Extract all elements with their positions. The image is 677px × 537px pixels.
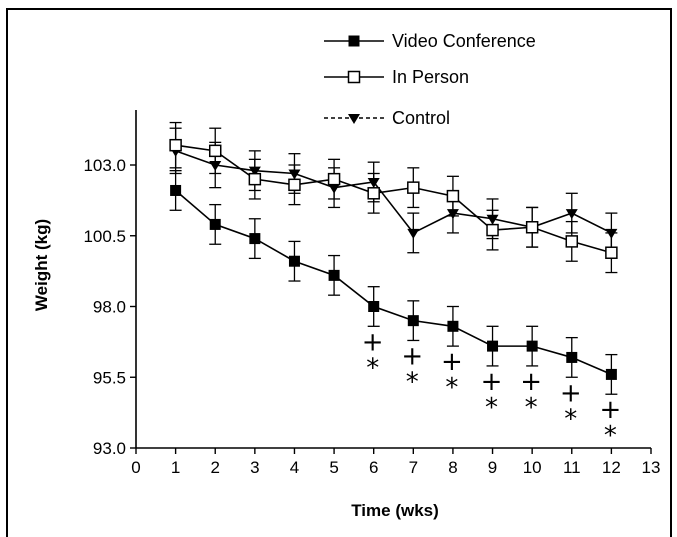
figure-frame <box>6 8 672 537</box>
data-point-open-square <box>208 144 222 158</box>
legend-label: Video Conference <box>392 31 536 51</box>
data-point-filled-square <box>170 184 182 196</box>
x-tick-label: 7 <box>409 458 418 477</box>
data-point-open-square <box>486 223 499 237</box>
y-tick-label: 103.0 <box>83 156 126 175</box>
significance-plus: + <box>599 395 621 425</box>
data-point-triangle <box>565 209 578 220</box>
x-tick-label: 5 <box>329 458 338 477</box>
significance-star: * <box>604 421 617 451</box>
x-tick-label: 1 <box>171 458 180 477</box>
significance-star: * <box>445 373 458 403</box>
significance-plus: + <box>520 367 542 397</box>
significance-markers: +* +*+* +*+* +* +* <box>362 327 621 451</box>
data-point-filled-square <box>209 218 221 230</box>
x-tick-label: 0 <box>131 458 140 477</box>
significance-plus: + <box>481 367 503 397</box>
legend-label: Control <box>392 108 450 128</box>
legend-item-control: Control <box>324 108 450 128</box>
data-point-open-square <box>446 189 460 203</box>
data-point-filled-square <box>348 35 360 47</box>
legend-item-video-conference: Video Conference <box>324 31 536 51</box>
data-point-filled-square <box>288 255 300 267</box>
data-point-filled-square <box>487 340 499 352</box>
data-point-filled-square <box>605 368 617 380</box>
series-video-conference <box>169 170 618 395</box>
data-point-triangle <box>407 228 420 239</box>
data-point-open-square <box>525 221 539 234</box>
x-tick-label: 4 <box>290 458 299 477</box>
x-tick-label: 9 <box>488 458 497 477</box>
significance-star: * <box>564 404 577 434</box>
y-tick-label: 93.0 <box>93 439 126 458</box>
significance-plus: + <box>362 327 384 357</box>
significance-star: * <box>525 393 538 423</box>
data-point-open-square <box>407 181 420 194</box>
series-in-person <box>169 121 618 274</box>
x-tick-label: 3 <box>250 458 259 477</box>
data-point-filled-square <box>328 269 340 281</box>
x-tick-label: 2 <box>210 458 219 477</box>
data-point-open-square <box>605 246 618 259</box>
data-point-open-square <box>169 138 182 152</box>
legend-label: In Person <box>392 67 469 87</box>
series-line <box>175 189 612 376</box>
series-layer <box>169 121 618 395</box>
x-tick-label: 10 <box>523 458 542 477</box>
x-tick-label: 13 <box>642 458 661 477</box>
significance-star: * <box>406 367 419 397</box>
x-tick-label: 11 <box>563 458 581 477</box>
data-point-filled-square <box>368 301 380 312</box>
data-point-filled-square <box>526 340 538 352</box>
data-point-open-square <box>347 70 361 84</box>
legend-item-in-person: In Person <box>324 67 469 87</box>
data-point-filled-square <box>447 320 459 332</box>
significance-plus: + <box>401 341 423 371</box>
data-point-filled-square <box>566 351 578 363</box>
significance-plus: + <box>560 378 582 408</box>
data-point-open-square <box>565 235 579 248</box>
x-tick-label: 12 <box>602 458 621 477</box>
y-tick-label: 95.5 <box>93 368 126 387</box>
data-point-open-square <box>288 178 301 192</box>
series-line <box>175 150 612 234</box>
x-axis-label: Time (wks) <box>351 501 439 520</box>
significance-star: * <box>366 353 379 383</box>
significance-plus: + <box>441 347 463 377</box>
significance-star: * <box>485 393 498 423</box>
data-point-filled-square <box>407 315 419 327</box>
data-point-triangle <box>348 114 360 124</box>
legend: Video Conference In Person Control <box>324 31 536 128</box>
data-point-filled-square <box>249 233 261 245</box>
data-point-open-square <box>248 172 262 186</box>
data-point-open-square <box>327 172 341 186</box>
x-tick-label: 8 <box>448 458 457 477</box>
x-tick-label: 6 <box>369 458 378 477</box>
y-tick-label: 98.0 <box>93 298 126 317</box>
series-line <box>175 144 612 254</box>
data-point-open-square <box>367 187 380 200</box>
y-axis-label: Weight (kg) <box>32 219 51 311</box>
y-tick-label: 100.5 <box>83 227 126 246</box>
